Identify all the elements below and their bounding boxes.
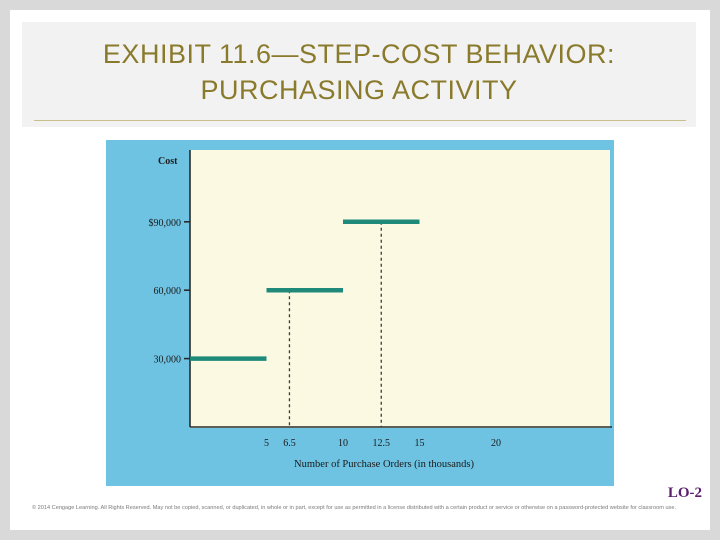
x-tick-label: 10	[338, 438, 348, 449]
y-tick-label: 60,000	[154, 286, 182, 297]
x-axis-label: Number of Purchase Orders (in thousands)	[294, 459, 474, 470]
x-tick-label: 12.5	[373, 438, 391, 449]
y-axis-label: Cost	[158, 156, 178, 167]
slide-title: EXHIBIT 11.6—STEP-COST BEHAVIOR: PURCHAS…	[22, 36, 696, 108]
title-line-1: EXHIBIT 11.6—STEP-COST BEHAVIOR:	[102, 39, 616, 69]
y-tick-label: $90,000	[149, 218, 182, 229]
title-divider	[34, 120, 686, 121]
y-tick-label: 30,000	[154, 355, 182, 366]
x-tick-label: 20	[491, 438, 501, 449]
title-band	[22, 22, 696, 127]
x-tick-label: 5	[264, 438, 269, 449]
title-line-2: PURCHASING ACTIVITY	[200, 75, 518, 105]
learning-objective-label: LO-2	[667, 485, 702, 501]
plot-area	[190, 150, 610, 428]
x-tick-label: 6.5	[283, 438, 296, 449]
x-tick-label: 15	[415, 438, 425, 449]
copyright-notice: © 2014 Cengage Learning. All Rights Rese…	[32, 505, 677, 511]
